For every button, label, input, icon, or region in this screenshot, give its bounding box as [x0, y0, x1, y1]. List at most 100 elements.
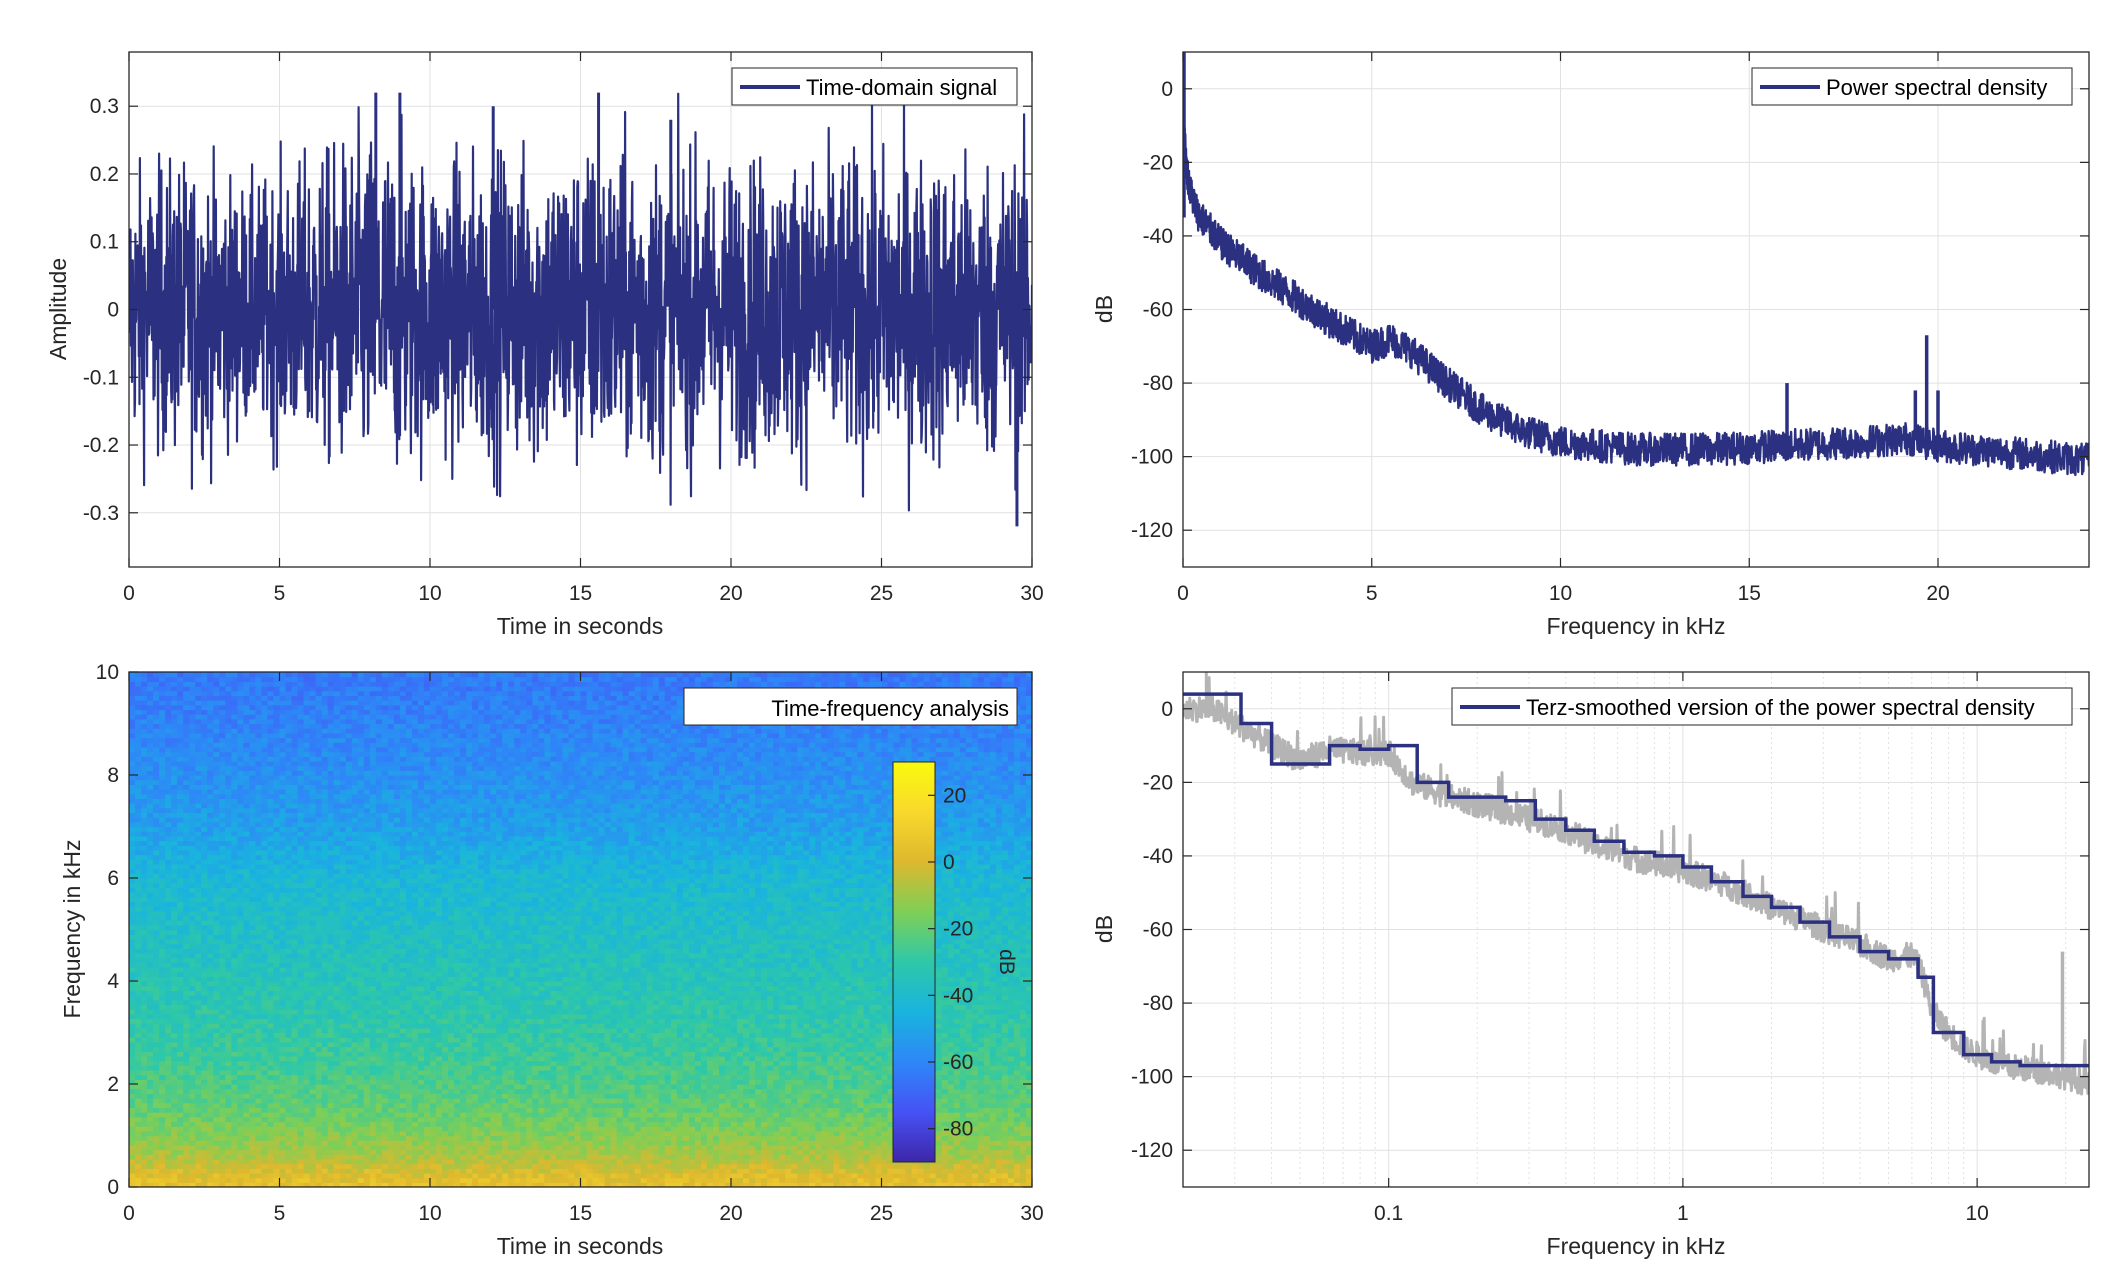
spectrogram-cell [797, 1131, 804, 1136]
spectrogram-cell [502, 1061, 509, 1066]
spectrogram-cell [647, 1145, 654, 1150]
spectrogram-cell [972, 1154, 979, 1159]
spectrogram-cell [755, 1093, 762, 1098]
spectrogram-cell [328, 1037, 335, 1042]
spectrogram-cell [845, 1145, 852, 1150]
spectrogram-cell [990, 1159, 997, 1164]
spectrogram-cell [779, 1112, 786, 1117]
spectrogram-cell [466, 1037, 473, 1042]
spectrogram-cell [159, 1150, 166, 1155]
spectrogram-cell [141, 1126, 148, 1131]
spectrogram-cell [442, 1136, 449, 1141]
spectrogram-cell [394, 1084, 401, 1089]
spectrogram-cell [165, 1047, 172, 1052]
spectrogram-cell [292, 1056, 299, 1061]
spectrogram-cell [875, 1103, 882, 1108]
spectrogram-cell [833, 1103, 840, 1108]
spectrogram-cell [298, 1089, 305, 1094]
spectrogram-cell [418, 1033, 425, 1038]
spectrogram-cell [153, 1121, 160, 1126]
spectrogram-cell [568, 1093, 575, 1098]
spectrogram-cell [845, 1107, 852, 1112]
spectrogram-cell [671, 1065, 678, 1070]
spectrogram-cell [165, 1093, 172, 1098]
spectrogram-cell [767, 1154, 774, 1159]
spectrogram-cell [177, 1089, 184, 1094]
x-tick-label: 0 [123, 582, 135, 605]
spectrogram-cell [869, 1173, 876, 1178]
spectrogram-cell [713, 1051, 720, 1056]
spectrogram-cell [659, 1089, 666, 1094]
spectrogram-cell [587, 1065, 594, 1070]
spectrogram-cell [159, 1056, 166, 1061]
spectrogram-cell [147, 1056, 154, 1061]
spectrogram-cell [472, 1047, 479, 1052]
spectrogram-cell [996, 1150, 1003, 1155]
spectrogram-cell [894, 1173, 901, 1178]
spectrogram-cell [839, 1112, 846, 1117]
spectrogram-cell [340, 1051, 347, 1056]
spectrogram-cell [292, 1131, 299, 1136]
spectrogram-cell [683, 1117, 690, 1122]
spectrogram-cell [875, 1107, 882, 1112]
spectrogram-cell [689, 1103, 696, 1108]
spectrogram-cell [273, 1117, 280, 1122]
spectrogram-cell [996, 1117, 1003, 1122]
spectrogram-cell [376, 1117, 383, 1122]
spectrogram-cell [472, 1117, 479, 1122]
spectrogram-cell [815, 1154, 822, 1159]
spectrogram-cell [1014, 1140, 1021, 1145]
spectrogram-cell [328, 1061, 335, 1066]
spectrogram-cell [135, 1126, 142, 1131]
spectrogram-cell [177, 1150, 184, 1155]
spectrogram-cell [653, 1150, 660, 1155]
spectrogram-cell [177, 1065, 184, 1070]
spectrogram-cell [677, 1145, 684, 1150]
spectrogram-cell [484, 1107, 491, 1112]
spectrogram-cell [641, 1140, 648, 1145]
spectrogram-cell [442, 1168, 449, 1173]
spectrogram-cell [466, 1131, 473, 1136]
spectrogram-cell [430, 1098, 437, 1103]
spectrogram-cell [334, 1131, 341, 1136]
spectrogram-cell [984, 1098, 991, 1103]
spectrogram-cell [364, 1103, 371, 1108]
spectrogram-cell [466, 1164, 473, 1169]
spectrogram-cell [827, 1178, 834, 1183]
spectrogram-cell [677, 1126, 684, 1131]
spectrogram-cell [286, 1168, 293, 1173]
spectrogram-cell [671, 1121, 678, 1126]
spectrogram-cell [809, 1051, 816, 1056]
spectrogram-cell [821, 1126, 828, 1131]
spectrogram-cell [153, 1098, 160, 1103]
spectrogram-cell [201, 1051, 208, 1056]
spectrogram-cell [869, 1117, 876, 1122]
spectrogram-cell [833, 1093, 840, 1098]
spectrogram-cell [261, 1168, 268, 1173]
spectrogram-cell [845, 1178, 852, 1183]
spectrogram-cell [779, 1037, 786, 1042]
spectrogram-cell [653, 1065, 660, 1070]
spectrogram-cell [635, 1131, 642, 1136]
spectrogram-cell [478, 1084, 485, 1089]
spectrogram-cell [292, 1107, 299, 1112]
spectrogram-cell [273, 1154, 280, 1159]
spectrogram-cell [255, 1075, 262, 1080]
spectrogram-cell [581, 1056, 588, 1061]
spectrogram-cell [340, 1098, 347, 1103]
spectrogram-cell [526, 1037, 533, 1042]
spectrogram-cell [623, 1107, 630, 1112]
spectrogram-cell [719, 1103, 726, 1108]
spectrogram-cell [280, 1126, 287, 1131]
spectrogram-cell [827, 1121, 834, 1126]
spectrogram-cell [906, 1178, 913, 1183]
spectrogram-cell [388, 1093, 395, 1098]
spectrogram-cell [857, 1089, 864, 1094]
spectrogram-cell [346, 1061, 353, 1066]
spectrogram-cell [400, 1047, 407, 1052]
spectrogram-cell [538, 1178, 545, 1183]
spectrogram-cell [809, 1103, 816, 1108]
spectrogram-cell [677, 1075, 684, 1080]
spectrogram-cell [761, 1047, 768, 1052]
spectrogram-cell [791, 1159, 798, 1164]
